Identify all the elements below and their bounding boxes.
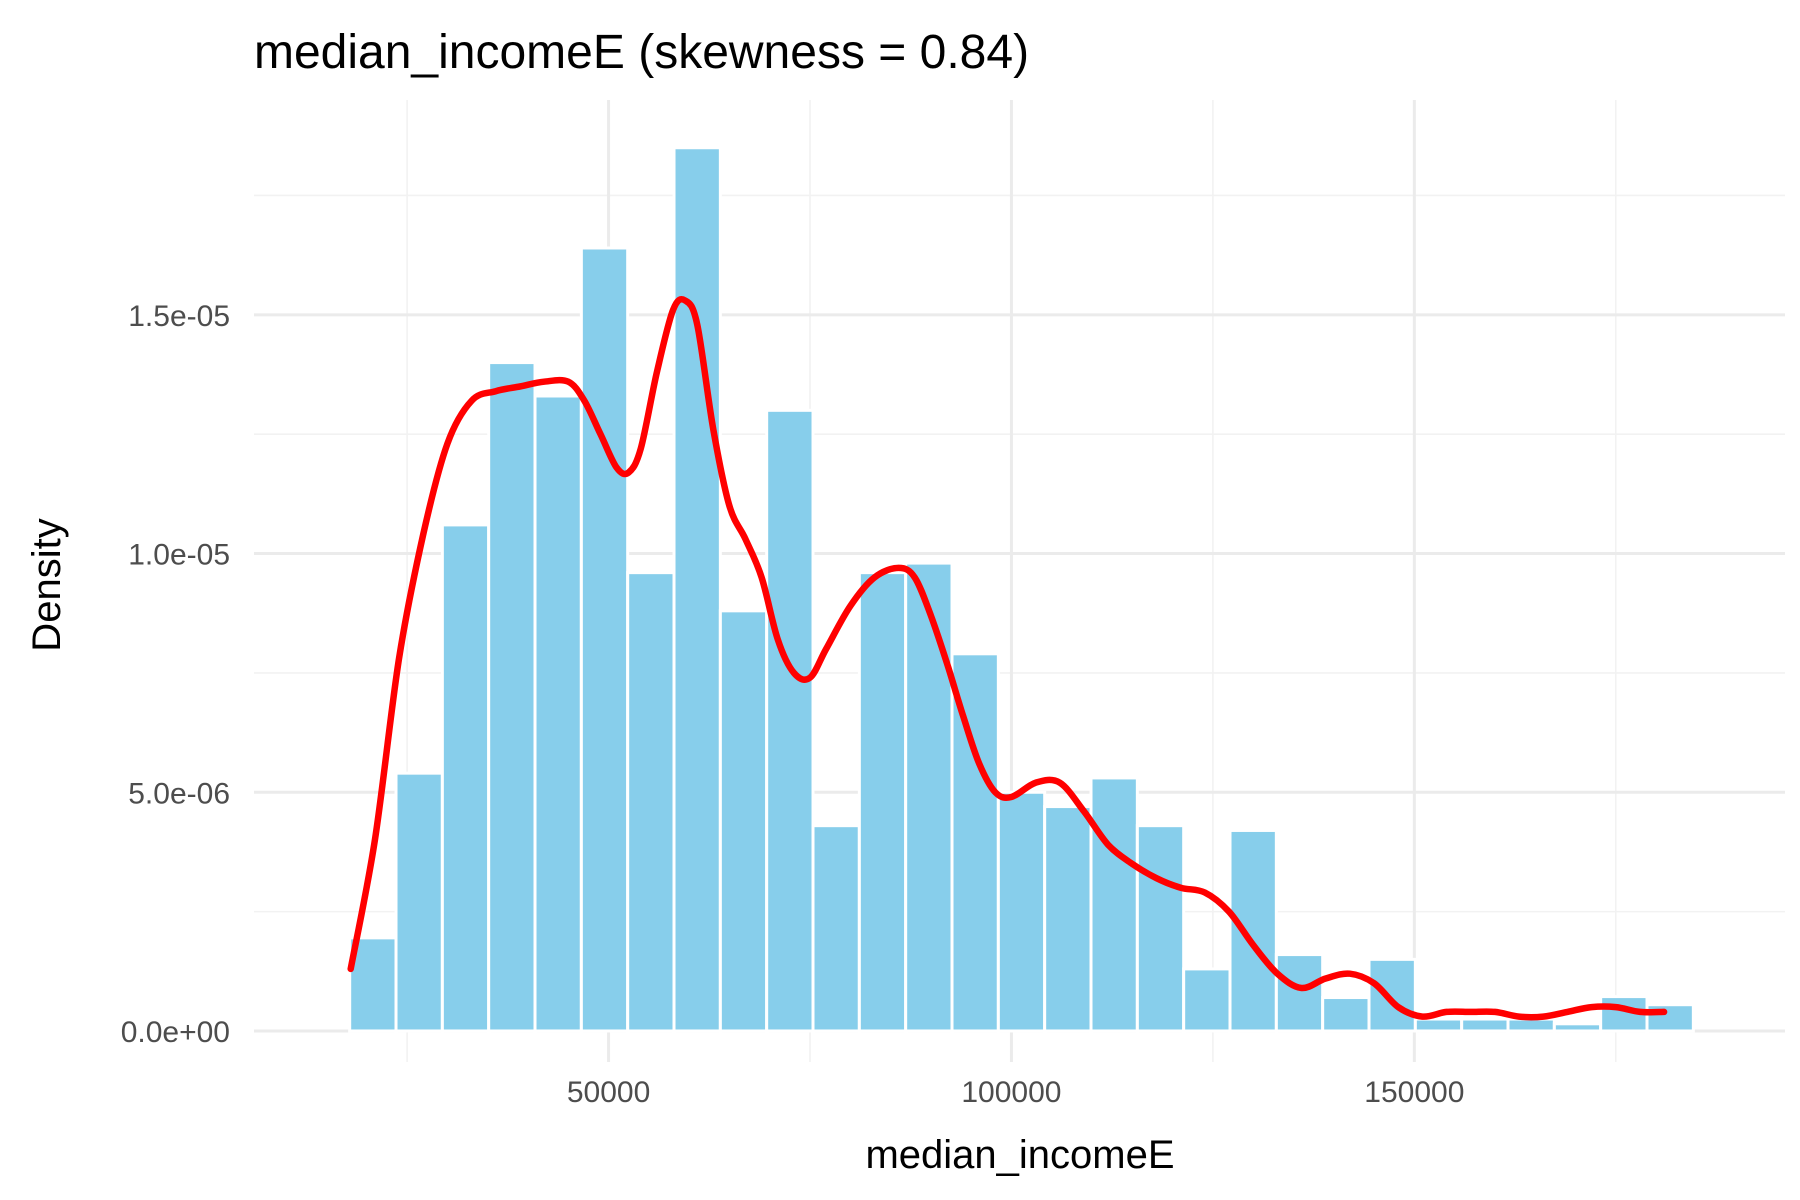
histogram-bar (1043, 805, 1093, 1033)
histogram-bar (487, 361, 537, 1033)
y-tick-label: 0.0e+00 (121, 1016, 230, 1049)
histogram-bar (1321, 996, 1371, 1033)
histogram-bar (626, 571, 676, 1033)
histogram-bar (857, 571, 908, 1033)
x-tick-label: 150000 (1364, 1076, 1464, 1109)
histogram-bar (718, 609, 769, 1033)
histogram-bar (1460, 1017, 1510, 1033)
histogram-bar (348, 936, 398, 1033)
y-tick-label: 1.0e-05 (128, 539, 230, 572)
y-axis-tick-labels: 0.0e+00 5.0e-06 1.0e-05 1.5e-05 (121, 300, 230, 1049)
histogram-bar (1274, 953, 1325, 1033)
histogram-bar (765, 408, 815, 1033)
histogram-bar (1135, 824, 1186, 1033)
chart-title: median_incomeE (skewness = 0.84) (254, 26, 1029, 79)
histogram-bar (1552, 1022, 1603, 1033)
x-axis-title: median_incomeE (865, 1133, 1174, 1177)
x-axis-tick-labels: 50000 100000 150000 (567, 1076, 1465, 1109)
histogram-bars (348, 146, 1695, 1033)
histogram-bar (1367, 957, 1417, 1033)
x-tick-label: 50000 (567, 1076, 650, 1109)
histogram-bar (904, 561, 954, 1033)
y-tick-label: 1.5e-05 (128, 300, 230, 333)
histogram-bar (996, 790, 1047, 1033)
histogram-bar (1089, 776, 1139, 1033)
y-tick-label: 5.0e-06 (128, 777, 230, 810)
histogram-bar (394, 771, 444, 1033)
histogram-bar (1228, 828, 1278, 1033)
histogram-bar (1182, 967, 1232, 1033)
histogram-bar (811, 824, 861, 1033)
histogram-bar (533, 394, 583, 1033)
histogram-bar (579, 246, 630, 1033)
histogram-bar (1506, 1017, 1556, 1033)
x-tick-label: 100000 (961, 1076, 1061, 1109)
histogram-bar (1413, 1017, 1464, 1033)
histogram-bar (1645, 1003, 1695, 1033)
y-axis-title: Density (25, 518, 69, 651)
density-curve (347, 296, 1668, 1021)
histogram-bar (440, 523, 491, 1033)
histogram-bar (672, 146, 722, 1033)
